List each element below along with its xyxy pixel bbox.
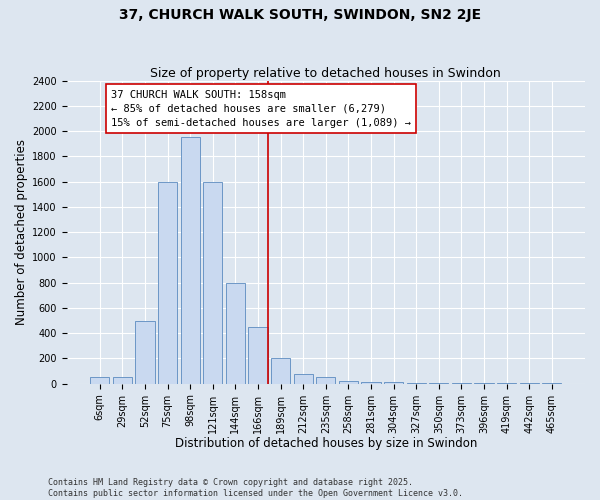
Bar [136,320,155,384]
Bar [542,383,562,384]
Bar [158,182,177,384]
Bar [271,358,290,384]
Bar [90,378,109,384]
Bar [113,378,132,384]
Bar [384,382,403,384]
Text: 37 CHURCH WALK SOUTH: 158sqm
← 85% of detached houses are smaller (6,279)
15% of: 37 CHURCH WALK SOUTH: 158sqm ← 85% of de… [111,90,411,128]
Bar [339,380,358,384]
Text: Contains HM Land Registry data © Crown copyright and database right 2025.
Contai: Contains HM Land Registry data © Crown c… [48,478,463,498]
Bar [293,374,313,384]
Bar [203,182,223,384]
Bar [429,383,448,384]
Bar [181,138,200,384]
X-axis label: Distribution of detached houses by size in Swindon: Distribution of detached houses by size … [175,437,477,450]
Bar [316,378,335,384]
Bar [361,382,380,384]
Bar [248,327,268,384]
Text: 37, CHURCH WALK SOUTH, SWINDON, SN2 2JE: 37, CHURCH WALK SOUTH, SWINDON, SN2 2JE [119,8,481,22]
Y-axis label: Number of detached properties: Number of detached properties [15,139,28,325]
Bar [407,383,426,384]
Bar [226,282,245,384]
Title: Size of property relative to detached houses in Swindon: Size of property relative to detached ho… [151,66,501,80]
